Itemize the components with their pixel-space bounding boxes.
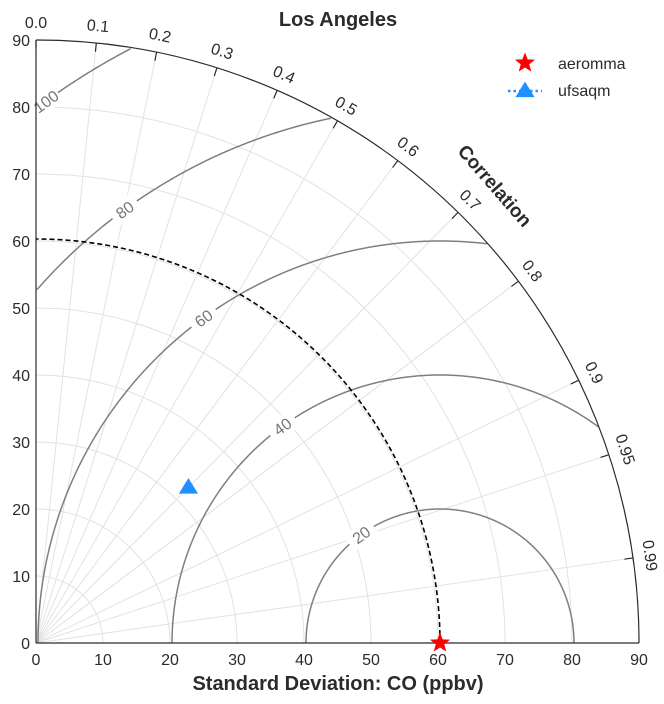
legend-triangle-marker xyxy=(515,81,535,98)
corr-tick-mark xyxy=(332,120,339,129)
corr-tick-label: 0.1 xyxy=(86,17,110,36)
corr-tick-label: 0.5 xyxy=(332,94,360,120)
grid xyxy=(35,42,634,644)
corr-grid-line xyxy=(35,160,399,644)
corr-tick-mark xyxy=(94,42,97,52)
corr-tick-mark xyxy=(570,379,579,385)
corr-tick-mark xyxy=(511,280,519,287)
corr-tick-mark xyxy=(213,67,218,77)
std-grid-arc xyxy=(35,441,238,644)
axes-frame xyxy=(35,39,640,644)
corr-grid-line xyxy=(35,557,634,644)
rms-label-bg xyxy=(343,517,380,552)
corr-grid-line xyxy=(35,42,97,644)
data-markers xyxy=(178,478,451,652)
corr-tick-label: 0.7 xyxy=(456,187,484,215)
rms-contour xyxy=(37,240,488,643)
corr-grid-line xyxy=(35,67,218,644)
y-tick-label: 50 xyxy=(12,301,30,318)
y-tick-label: 10 xyxy=(12,569,30,586)
outer-arc xyxy=(35,39,640,644)
corr-tick-mark xyxy=(154,52,158,61)
x-tick-label: 40 xyxy=(295,652,313,669)
rms-contour xyxy=(36,117,332,291)
legend-triangle-icon xyxy=(515,81,535,98)
legend-label-ufsaqm: ufsaqm xyxy=(558,83,610,100)
marker-ufsaqm xyxy=(178,478,199,494)
x-axis-label: Standard Deviation: CO (ppbv) xyxy=(192,673,483,695)
corr-tick-label: 0.3 xyxy=(209,41,235,64)
legend-item-aeromma: aeromma xyxy=(514,52,626,73)
corr-grid-line xyxy=(35,52,158,644)
corr-tick-label: 0.6 xyxy=(394,134,422,161)
y-tick-label: 80 xyxy=(12,100,30,117)
y-tick-label: 90 xyxy=(12,33,30,50)
std-grid-arc xyxy=(35,374,305,644)
chart-title: Los Angeles xyxy=(279,9,397,31)
y-tick-label: 40 xyxy=(12,368,30,385)
x-tick-label: 10 xyxy=(94,652,112,669)
x-tick-label: 60 xyxy=(429,652,447,669)
corr-tick-label: 0.4 xyxy=(270,63,297,88)
legend-label-aeromma: aeromma xyxy=(558,56,626,73)
y-tick-label: 70 xyxy=(12,167,30,184)
legend-star-marker xyxy=(514,52,536,72)
std-grid-arc xyxy=(35,240,439,644)
std-grid-arc xyxy=(35,173,506,644)
marker-aeromma xyxy=(429,632,451,652)
rms-label-bg xyxy=(185,301,222,335)
corr-grid-line xyxy=(35,120,338,644)
reference-arc xyxy=(35,238,441,644)
reference-std-arc xyxy=(35,238,441,644)
corr-grid-line xyxy=(35,90,278,644)
x-tick-label: 70 xyxy=(496,652,514,669)
corr-tick-label: 0.2 xyxy=(147,26,172,47)
x-tick-label: 80 xyxy=(563,652,581,669)
corr-tick-mark xyxy=(273,90,278,99)
legend-item-ufsaqm: ufsaqm xyxy=(508,81,610,100)
y-tick-label: 0 xyxy=(21,636,30,653)
corr-tick-label: 0.99 xyxy=(639,539,660,572)
x-tick-label: 20 xyxy=(161,652,179,669)
rms-label-bg xyxy=(106,192,143,227)
corr-tick-label: 0.9 xyxy=(581,359,606,387)
std-tick-labels: 00 10 10 20 20 30 30 40 40 50 50 60 60 70 70 80 80 90 90 xyxy=(12,33,648,669)
corr-grid-line xyxy=(35,212,459,644)
corr-tick-mark xyxy=(600,454,610,459)
y-tick-label: 60 xyxy=(12,234,30,251)
y-tick-label: 30 xyxy=(12,435,30,452)
corr-tick-mark xyxy=(624,557,634,560)
corr-tick-mark xyxy=(392,160,399,168)
corr-tick-mark xyxy=(451,211,459,220)
corr-tick-label: 0.0 xyxy=(25,15,47,32)
corr-tick-label: 0.95 xyxy=(611,432,637,467)
x-tick-label: 50 xyxy=(362,652,380,669)
rms-contour xyxy=(171,374,599,643)
rms-contour xyxy=(305,508,575,643)
corr-grid-line xyxy=(35,379,579,644)
legend-star-icon xyxy=(514,52,536,72)
x-tick-label: 0 xyxy=(32,652,41,669)
x-tick-label: 30 xyxy=(228,652,246,669)
std-grid-arc xyxy=(35,508,171,644)
corr-tick-label: 0.8 xyxy=(518,257,545,285)
correlation-axis-label: Correlation xyxy=(453,141,535,231)
y-tick-label: 20 xyxy=(12,502,30,519)
corr-grid-line xyxy=(35,454,610,644)
rms-label-bg xyxy=(264,409,301,444)
corr-grid-line xyxy=(35,280,519,644)
std-grid-arc xyxy=(35,106,573,644)
rms-label-bg xyxy=(27,84,64,119)
legend: aeromma ufsaqm xyxy=(508,52,626,100)
x-tick-label: 90 xyxy=(630,652,648,669)
std-grid-arc xyxy=(35,307,372,644)
